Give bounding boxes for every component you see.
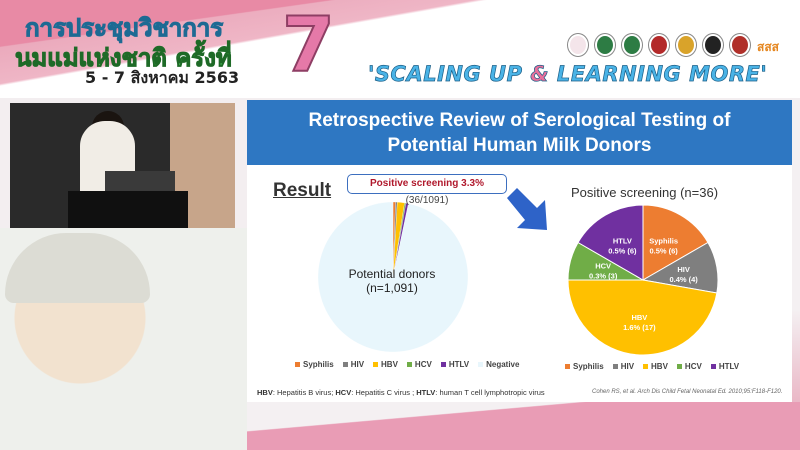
logo-icon xyxy=(649,34,669,56)
legend-item: HCV xyxy=(676,362,702,371)
pie2-data-label: 0.4% (4) xyxy=(669,275,698,284)
logo-icon xyxy=(568,34,588,56)
legend-item: HTLV xyxy=(710,362,739,371)
slide-title: Retrospective Review of Serological Test… xyxy=(247,100,792,165)
pie2-data-label: HCV xyxy=(595,261,611,270)
conference-title-line2: นมแม่แห่งชาติ ครั้งที่ xyxy=(15,44,233,73)
pie2-title: Positive screening (n=36) xyxy=(570,185,719,200)
legend-item: HBV xyxy=(643,362,668,371)
presentation-slide: Retrospective Review of Serological Test… xyxy=(247,100,792,402)
pie2-legend: Syphilis HIV HBV HCV HTLV xyxy=(565,362,739,371)
result-heading: Result xyxy=(273,180,332,201)
legend-item: Negative xyxy=(478,360,519,369)
citation: Cohen RS, et al. Arch Dis Child Fetal Ne… xyxy=(592,389,783,395)
pie2-data-label: Syphilis xyxy=(649,236,678,245)
logo-icon xyxy=(703,34,723,56)
sponsor-logo-text: สสส xyxy=(757,40,779,54)
background-child-photo xyxy=(0,228,247,450)
logo-icon xyxy=(676,34,696,56)
pie2-slice-syphilis xyxy=(642,204,709,281)
pie1-slice-negative xyxy=(317,201,469,353)
legend-item: HTLV xyxy=(440,360,469,369)
legend-item: HIV xyxy=(342,360,364,369)
logo-icon xyxy=(730,34,750,56)
conference-banner: การประชุมวิชาการ นมแม่แห่งชาติ ครั้งที่ … xyxy=(0,0,800,98)
pie2-data-label: HTLV xyxy=(613,236,632,245)
pie1-center-label: Potential donors (n=1,091) xyxy=(348,267,436,295)
abbreviation-footnote: HBV: Hepatitis B virus; HCV: Hepatitis C… xyxy=(257,388,545,397)
legend-item: HBV xyxy=(373,360,398,369)
conference-title-line1: การประชุมวิชาการ xyxy=(24,14,224,43)
pie2-data-label: 0.3% (3) xyxy=(589,271,618,280)
logo-icon xyxy=(622,34,642,56)
legend-item: HCV xyxy=(406,360,432,369)
pie2-data-label: 1.6% (17) xyxy=(623,323,656,332)
pie1-legend: Syphilis HIV HBV HCV HTLV Negative xyxy=(295,360,519,369)
legend-item: HIV xyxy=(612,362,634,371)
positive-screening-callout: Positive screening 3.3% (36/1091) xyxy=(347,174,507,206)
speaker-video xyxy=(10,103,235,228)
logo-icon xyxy=(595,34,615,56)
pie2-data-label: 0.5% (6) xyxy=(608,246,637,255)
pie2-slice-htlv xyxy=(577,204,644,281)
arrow-icon xyxy=(507,188,547,230)
slogan: 'SCALING UP & LEARNING MORE' xyxy=(368,62,768,87)
sponsor-logos: สสส xyxy=(568,34,779,57)
pie2-data-label: HBV xyxy=(631,313,647,322)
legend-item: Syphilis xyxy=(295,360,334,369)
pie2-data-label: HIV xyxy=(677,265,690,274)
conference-number: 7 xyxy=(281,0,336,90)
pie2-data-label: 0.5% (6) xyxy=(649,246,678,255)
pie2-slice-hbv xyxy=(567,279,718,356)
legend-item: Syphilis xyxy=(565,362,604,371)
conference-date: 5 - 7 สิงหาคม 2563 xyxy=(85,68,240,87)
